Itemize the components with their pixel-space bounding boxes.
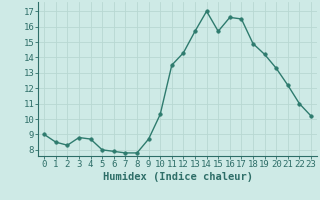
X-axis label: Humidex (Indice chaleur): Humidex (Indice chaleur) xyxy=(103,172,252,182)
